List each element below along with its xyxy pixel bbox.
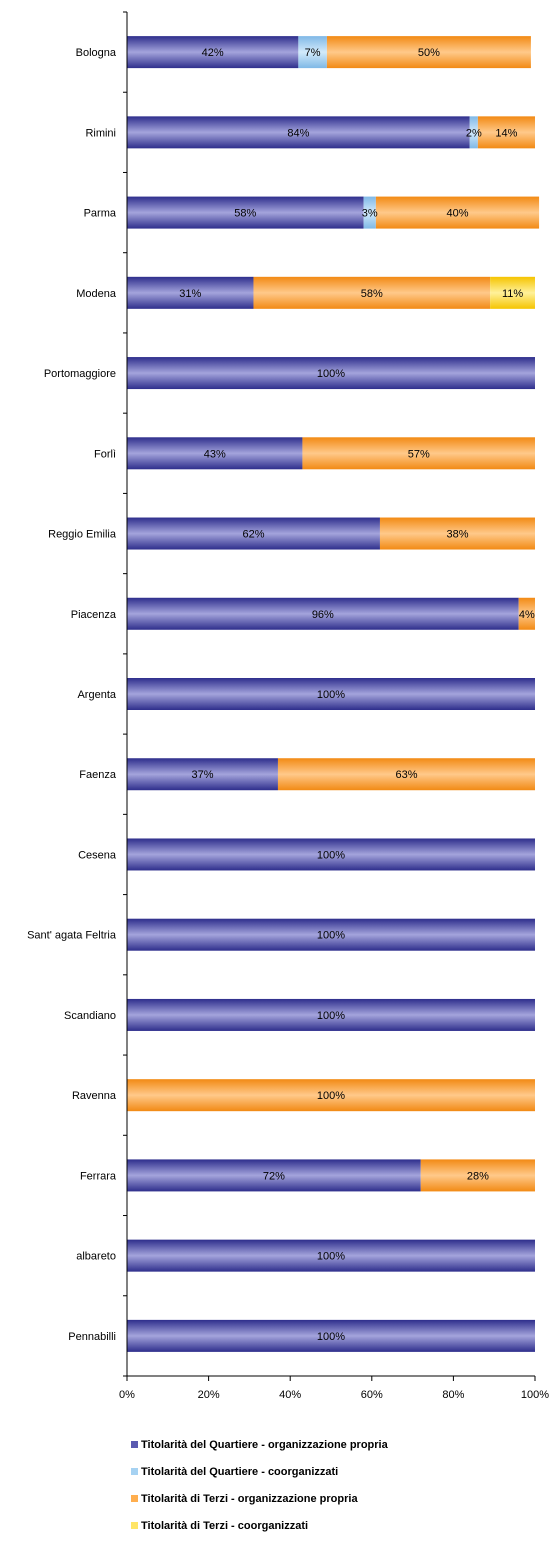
bar-segment-bologna-s1 xyxy=(298,36,327,69)
data-label-sant-agata-feltria-s0: 100% xyxy=(317,930,345,942)
category-label-bologna: Bologna xyxy=(76,47,117,59)
data-label-parma-s2: 40% xyxy=(446,208,468,220)
x-tick-label: 80% xyxy=(442,1389,464,1401)
legend-swatch xyxy=(131,1468,138,1475)
category-label-forl: Forlì xyxy=(94,448,116,460)
bar-segment-forl-s0 xyxy=(127,437,303,470)
legend-swatch xyxy=(131,1522,138,1529)
bar-segment-parma-s1 xyxy=(363,196,376,229)
legend-label: Titolarità di Terzi - coorganizzati xyxy=(141,1520,309,1532)
bar-segment-rimini-s1 xyxy=(469,116,478,149)
bar-segment-modena-s0 xyxy=(127,276,254,309)
data-label-ravenna-s2: 100% xyxy=(317,1090,345,1102)
category-label-sant-agata-feltria: Sant' agata Feltria xyxy=(27,930,117,942)
data-label-argenta-s0: 100% xyxy=(317,689,345,701)
data-label-modena-s3: 11% xyxy=(502,288,523,300)
x-tick-label: 20% xyxy=(198,1389,220,1401)
category-label-modena: Modena xyxy=(76,288,117,300)
category-label-portomaggiore: Portomaggiore xyxy=(44,368,116,380)
bar-segment-scandiano-s0 xyxy=(127,998,535,1031)
category-label-cesena: Cesena xyxy=(78,849,117,861)
bar-segment-piacenza-s2 xyxy=(518,597,535,630)
data-label-bologna-s0: 42% xyxy=(202,47,224,59)
bar-segment-pennabilli-s0 xyxy=(127,1319,535,1352)
bar-segment-bologna-s2 xyxy=(326,36,531,69)
data-label-modena-s2: 58% xyxy=(361,288,383,300)
bar-segment-ferrara-s2 xyxy=(420,1159,535,1192)
data-labels-layer: 42% 7% 50% 84% 2% 14% 58% 3% 40% 31% 58% 11% 100% 43%… xyxy=(179,47,535,1343)
bar-segment-reggio-emilia-s0 xyxy=(127,517,380,550)
data-label-parma-s0: 58% xyxy=(234,208,256,220)
bar-segment-faenza-s2 xyxy=(277,758,535,791)
data-label-forl-s0: 43% xyxy=(204,448,226,460)
legend-swatch xyxy=(131,1495,138,1502)
data-label-bologna-s2: 50% xyxy=(418,47,440,59)
category-label-faenza: Faenza xyxy=(79,769,117,781)
category-label-argenta: Argenta xyxy=(77,689,116,701)
bar-segment-rimini-s2 xyxy=(477,116,535,149)
data-label-portomaggiore-s0: 100% xyxy=(317,368,345,380)
bar-segment-ferrara-s0 xyxy=(127,1159,421,1192)
legend-label: Titolarità di Terzi - organizzazione pro… xyxy=(141,1493,358,1505)
bar-segment-sant-agata-feltria-s0 xyxy=(127,918,535,951)
data-label-bologna-s1: 7% xyxy=(305,47,321,59)
bar-segment-rimini-s0 xyxy=(127,116,470,149)
bar-segment-argenta-s0 xyxy=(127,678,535,710)
x-tick-label: 0% xyxy=(119,1389,135,1401)
bars-layer xyxy=(127,36,540,1352)
data-label-albareto-s0: 100% xyxy=(317,1251,345,1263)
data-label-parma-s1: 3% xyxy=(362,208,378,220)
data-label-reggio-emilia-s2: 38% xyxy=(446,529,468,541)
category-label-reggio-emilia: Reggio Emilia xyxy=(48,529,117,541)
data-label-rimini-s1: 2% xyxy=(466,127,482,139)
bar-segment-albareto-s0 xyxy=(127,1239,535,1272)
bar-segment-ravenna-s2 xyxy=(127,1079,535,1112)
bar-segment-cesena-s0 xyxy=(127,838,535,871)
data-label-modena-s0: 31% xyxy=(179,288,201,300)
data-label-piacenza-s2: 4% xyxy=(519,609,535,621)
category-label-piacenza: Piacenza xyxy=(71,609,117,621)
bar-segment-forl-s2 xyxy=(302,437,535,470)
data-label-pennabilli-s0: 100% xyxy=(317,1331,345,1343)
bar-segment-faenza-s0 xyxy=(127,758,278,791)
x-tick-label: 100% xyxy=(521,1389,549,1401)
x-tick-label: 40% xyxy=(279,1389,301,1401)
data-label-scandiano-s0: 100% xyxy=(317,1010,345,1022)
category-label-pennabilli: Pennabilli xyxy=(68,1331,116,1343)
bar-segment-piacenza-s0 xyxy=(127,597,519,630)
bar-segment-modena-s3 xyxy=(490,276,535,309)
data-label-cesena-s0: 100% xyxy=(317,849,345,861)
data-label-forl-s2: 57% xyxy=(408,448,430,460)
legend-swatch xyxy=(131,1441,138,1448)
bar-segment-parma-s0 xyxy=(127,196,364,229)
category-label-parma: Parma xyxy=(84,208,117,220)
bar-segment-parma-s2 xyxy=(375,196,540,229)
legend-label: Titolarità del Quartiere - coorganizzati xyxy=(141,1466,339,1478)
data-label-piacenza-s0: 96% xyxy=(312,609,334,621)
bar-segment-reggio-emilia-s2 xyxy=(379,517,535,550)
data-label-rimini-s2: 14% xyxy=(495,127,517,139)
category-label-ravenna: Ravenna xyxy=(72,1090,117,1102)
bar-segment-bologna-s0 xyxy=(127,36,299,69)
data-label-rimini-s0: 84% xyxy=(287,127,309,139)
category-label-scandiano: Scandiano xyxy=(64,1010,116,1022)
x-tick-label: 60% xyxy=(361,1389,383,1401)
axes-layer: Bologna Rimini Parma Modena Portomaggiore For… xyxy=(27,11,549,1401)
bar-segment-modena-s2 xyxy=(253,276,491,309)
data-label-faenza-s0: 37% xyxy=(191,769,213,781)
bar-segment-portomaggiore-s0 xyxy=(127,357,535,390)
data-label-reggio-emilia-s0: 62% xyxy=(242,529,264,541)
data-label-ferrara-s0: 72% xyxy=(263,1170,285,1182)
category-label-albareto: albareto xyxy=(76,1251,116,1263)
category-label-ferrara: Ferrara xyxy=(80,1170,117,1182)
data-label-faenza-s2: 63% xyxy=(395,769,417,781)
legend-label: Titolarità del Quartiere - organizzazion… xyxy=(141,1439,388,1451)
category-label-rimini: Rimini xyxy=(85,127,116,139)
data-label-ferrara-s2: 28% xyxy=(467,1170,489,1182)
